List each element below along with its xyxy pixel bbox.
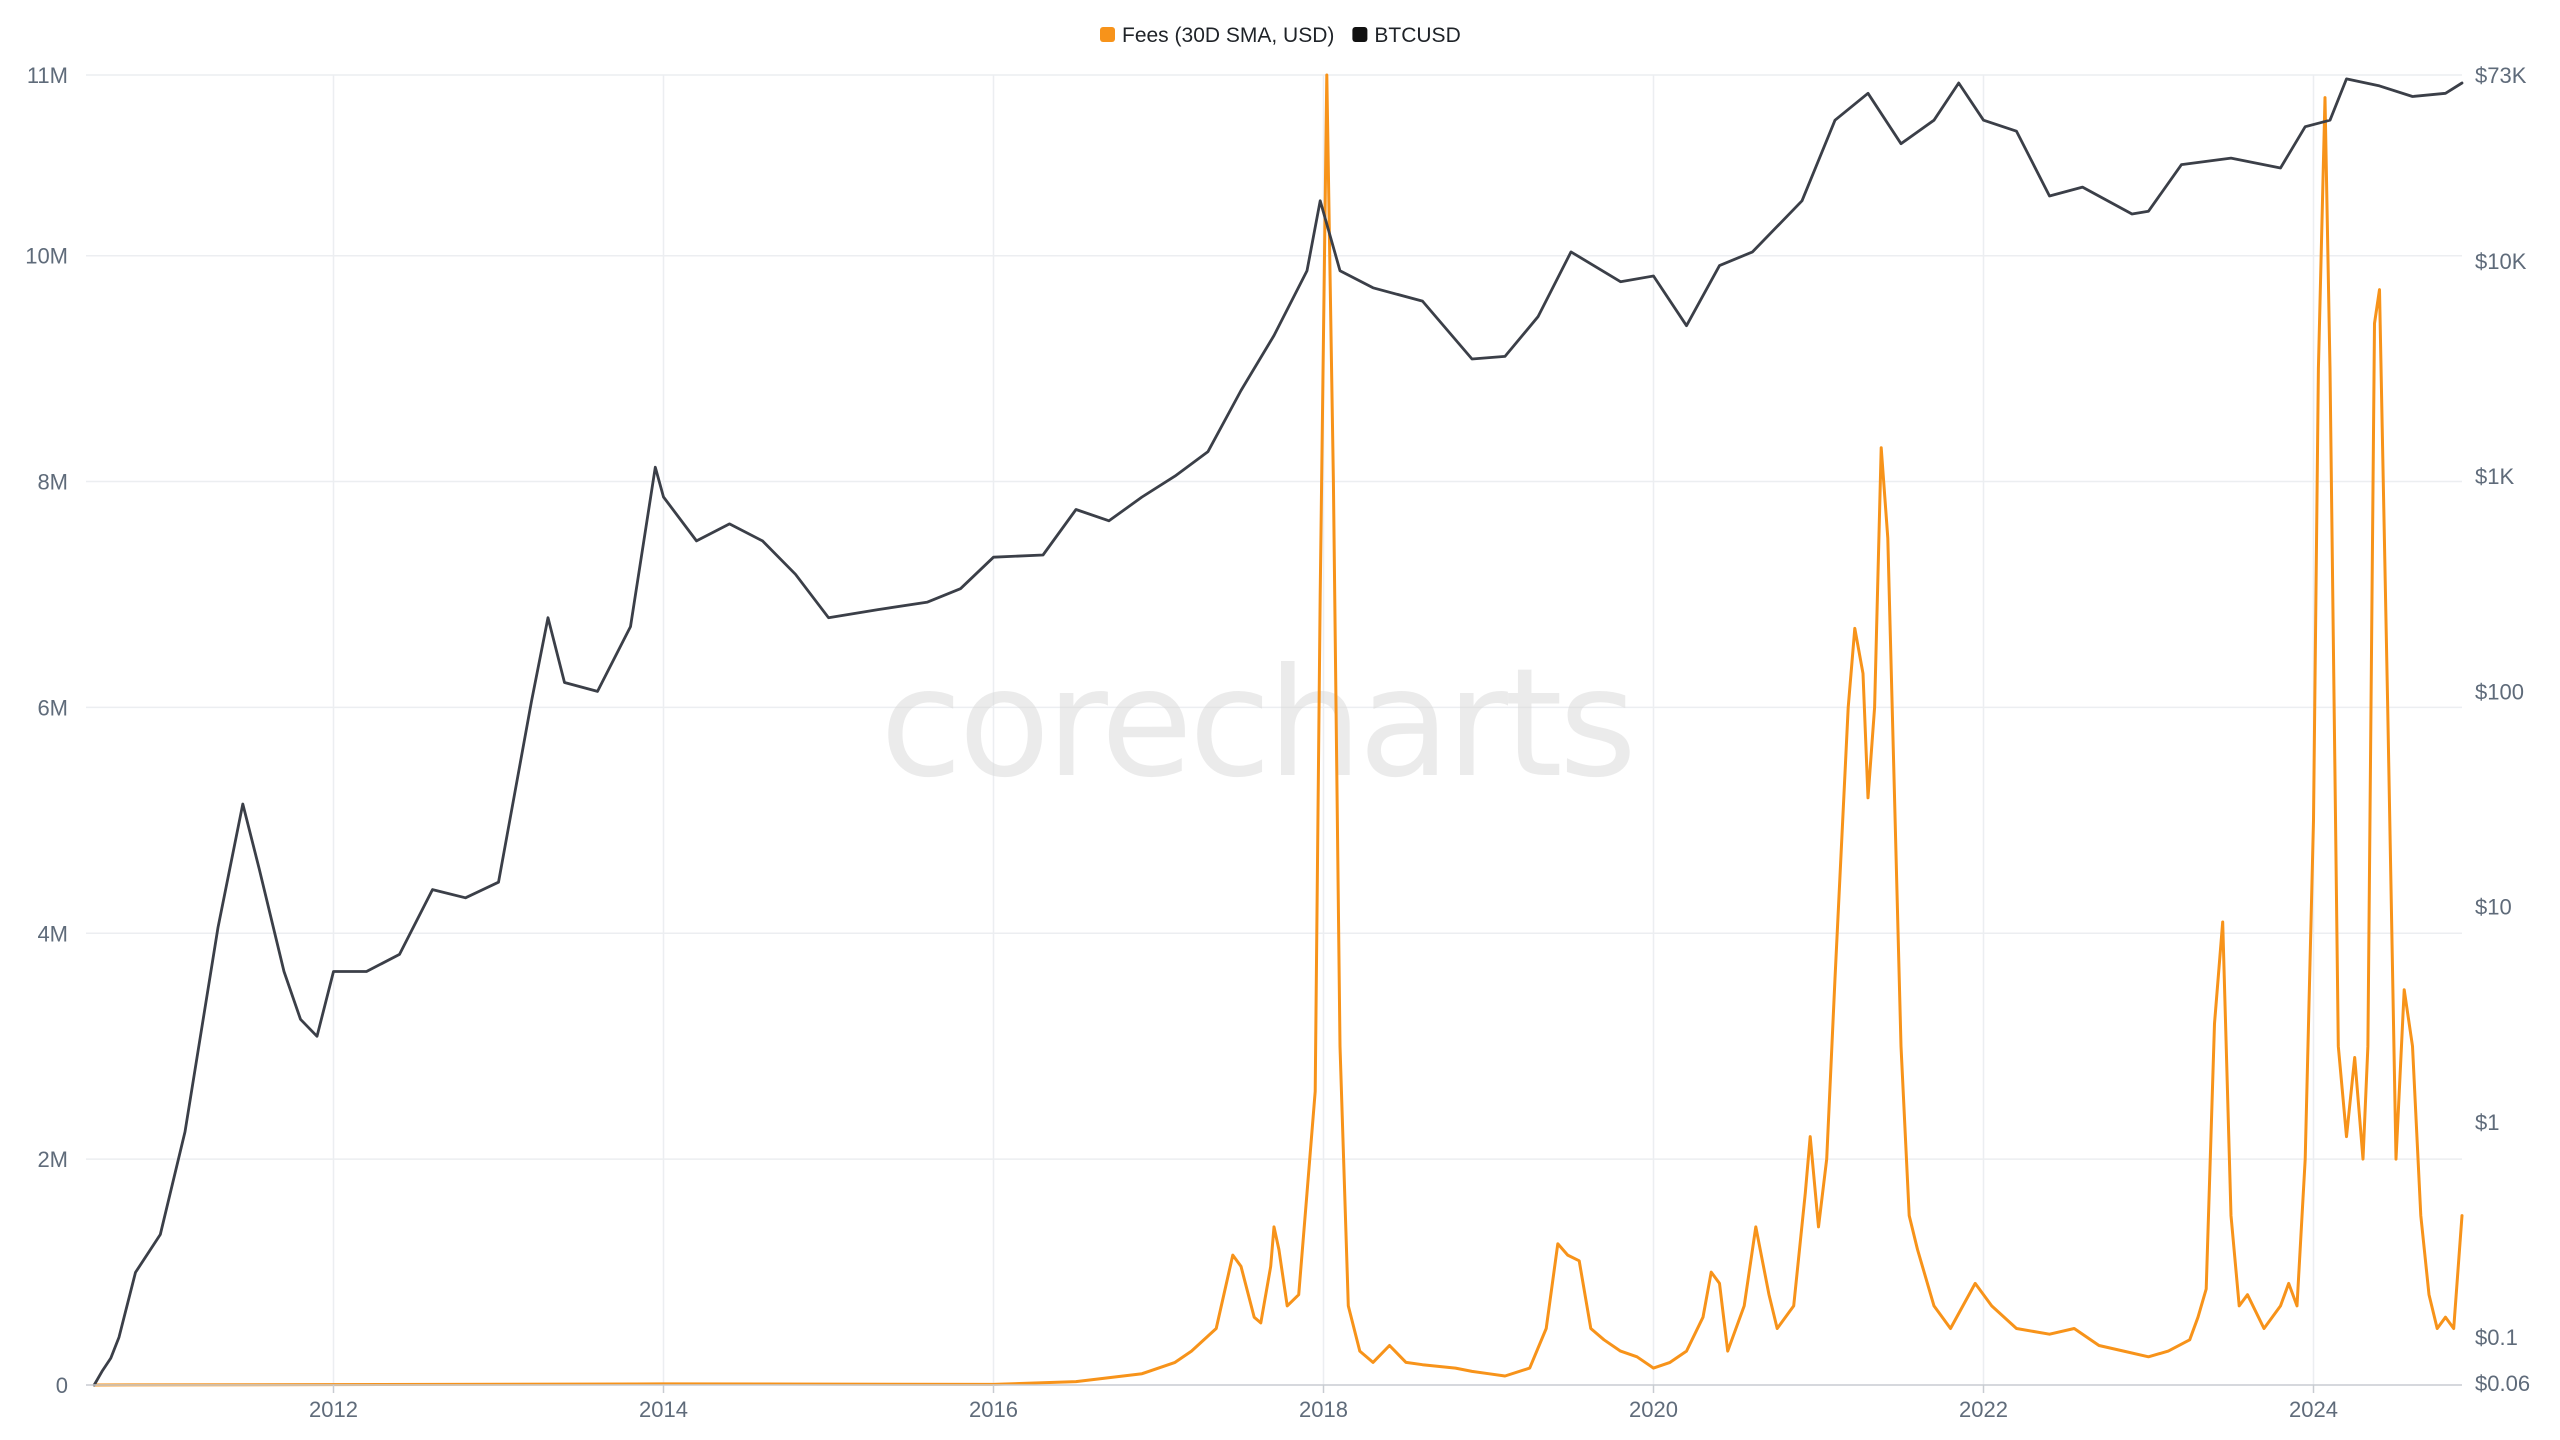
x-tick-label: 2012: [309, 1397, 358, 1422]
legend-label[interactable]: BTCUSD: [1374, 24, 1460, 47]
x-tick-label: 2018: [1299, 1397, 1348, 1422]
y-left-tick-label: 2M: [37, 1147, 68, 1172]
watermark: corecharts: [880, 637, 1633, 811]
x-tick-label: 2016: [969, 1397, 1018, 1422]
y-right-tick-label: $10: [2475, 895, 2512, 920]
fees-line: [92, 73, 2464, 1387]
legend-label[interactable]: Fees (30D SMA, USD): [1122, 24, 1334, 47]
x-tick-label: 2024: [2289, 1397, 2338, 1422]
y-left-tick-label: 8M: [37, 470, 68, 495]
x-tick-label: 2014: [639, 1397, 688, 1422]
left-axis-ticks: 0 2M 4M 6M 8M 10M 11M: [25, 63, 68, 1398]
y-right-tick-label: $100: [2475, 679, 2524, 704]
y-left-tick-label: 6M: [37, 695, 68, 720]
y-right-tick-label: $0.1: [2475, 1325, 2518, 1350]
legend-swatch: [1352, 27, 1368, 42]
y-right-tick-label: $1K: [2475, 464, 2514, 489]
y-left-tick-label: 4M: [37, 921, 68, 946]
y-left-tick-label: 11M: [27, 63, 68, 88]
x-tick-label: 2022: [1959, 1397, 2008, 1422]
legend: Fees (30D SMA, USD) BTCUSD: [1100, 24, 1461, 47]
y-left-tick-label: 0: [56, 1373, 68, 1398]
y-right-tick-label: $73K: [2475, 63, 2527, 88]
y-right-tick-label: $0.06: [2475, 1371, 2530, 1396]
series-layer: [92, 73, 2464, 1387]
legend-swatch: [1100, 27, 1115, 42]
y-left-tick-label: 10M: [25, 244, 68, 269]
right-axis-ticks: $0.06 $0.1 $1 $10 $100 $1K $10K $73K: [2475, 63, 2530, 1396]
y-right-tick-label: $10K: [2475, 249, 2527, 274]
btcusd-line: [92, 77, 2464, 1387]
x-axis-ticks: 2012 2014 2016 2018 2020 2022 2024: [309, 1385, 2338, 1422]
y-right-tick-label: $1: [2475, 1110, 2499, 1135]
x-tick-label: 2020: [1629, 1397, 1678, 1422]
